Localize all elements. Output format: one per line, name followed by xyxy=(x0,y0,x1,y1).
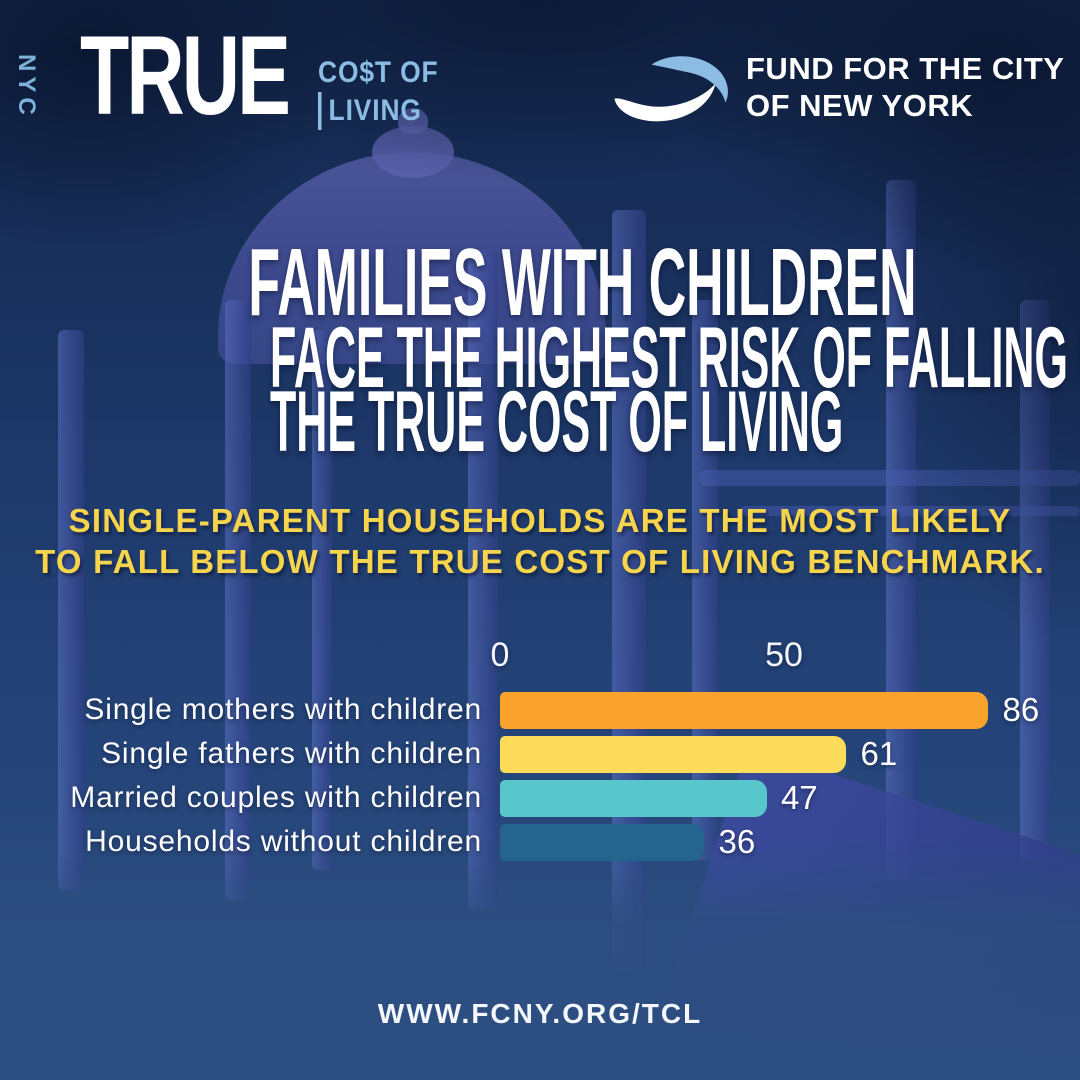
category-label: Households without children xyxy=(85,825,482,858)
bar-households-without-children xyxy=(500,823,705,861)
bar-value-label: 86 xyxy=(1002,691,1040,728)
tcl-logo-cost-line: CO$T OF xyxy=(318,56,439,89)
axis-tick-0: 0 xyxy=(490,636,510,674)
axis-tick-50: 50 xyxy=(765,636,803,674)
subheadline-line2: TO FALL BELOW THE TRUE COST OF LIVING BE… xyxy=(35,543,1045,580)
subheadline: SINGLE-PARENT HOUSEHOLDS ARE THE MOST LI… xyxy=(0,500,1080,582)
ground xyxy=(0,840,1080,1080)
chart-axis: 0 50 xyxy=(0,636,1080,682)
category-label: Married couples with children xyxy=(70,781,482,814)
chart-row: Single fathers with children 61 xyxy=(0,732,1080,776)
subheadline-line1: SINGLE-PARENT HOUSEHOLDS ARE THE MOST LI… xyxy=(68,502,1012,539)
tcl-logo-cost-of-living: CO$T OF LIVING xyxy=(318,54,439,130)
headline-line1: FAMILIES WITH CHILDREN xyxy=(248,229,917,336)
headline-line2: FACE THE HIGHEST RISK OF FALLING BELOW xyxy=(270,310,1080,406)
bar-value-label: 61 xyxy=(860,735,898,772)
headline: FAMILIES WITH CHILDREN FACE THE HIGHEST … xyxy=(0,229,1080,470)
bar-single-mothers-with-children xyxy=(500,691,989,729)
category-label: Single fathers with children xyxy=(101,737,482,770)
fcny-name-line1: FUND FOR THE CITY xyxy=(746,51,1065,86)
footer-url: WWW.FCNY.ORG/TCL xyxy=(377,998,703,1029)
bar-married-couples-with-children xyxy=(500,779,767,817)
headline-line3: THE TRUE COST OF LIVING xyxy=(270,374,844,470)
chart-rows: Single mothers with children 86 Single fat… xyxy=(0,688,1080,864)
fcny-name-line2: OF NEW YORK xyxy=(746,88,974,123)
tree-canopy-shadow xyxy=(0,0,1080,660)
chart-row: Married couples with children 47 xyxy=(0,776,1080,820)
tcl-logo-true: TRUE xyxy=(80,13,291,138)
category-label: Single mothers with children xyxy=(84,693,482,726)
fcny-swoosh-icon xyxy=(614,56,728,122)
fcny-logo-block: FUND FOR THE CITY OF NEW YORK xyxy=(606,48,1065,126)
chart-row: Households without children 36 xyxy=(0,820,1080,864)
bar-value-label: 47 xyxy=(780,779,818,816)
chart-row: Single mothers with children 86 xyxy=(0,688,1080,732)
bar-chart: 0 50 Single mothers with children 86 Single… xyxy=(0,636,1080,864)
tcl-logo-living-line: LIVING xyxy=(318,92,439,130)
fcny-name: FUND FOR THE CITY OF NEW YORK xyxy=(746,50,1065,124)
bar-single-fathers-with-children xyxy=(500,735,847,773)
bar-value-label: 36 xyxy=(718,823,756,860)
tcl-logo-nyc: NYC xyxy=(13,54,40,120)
